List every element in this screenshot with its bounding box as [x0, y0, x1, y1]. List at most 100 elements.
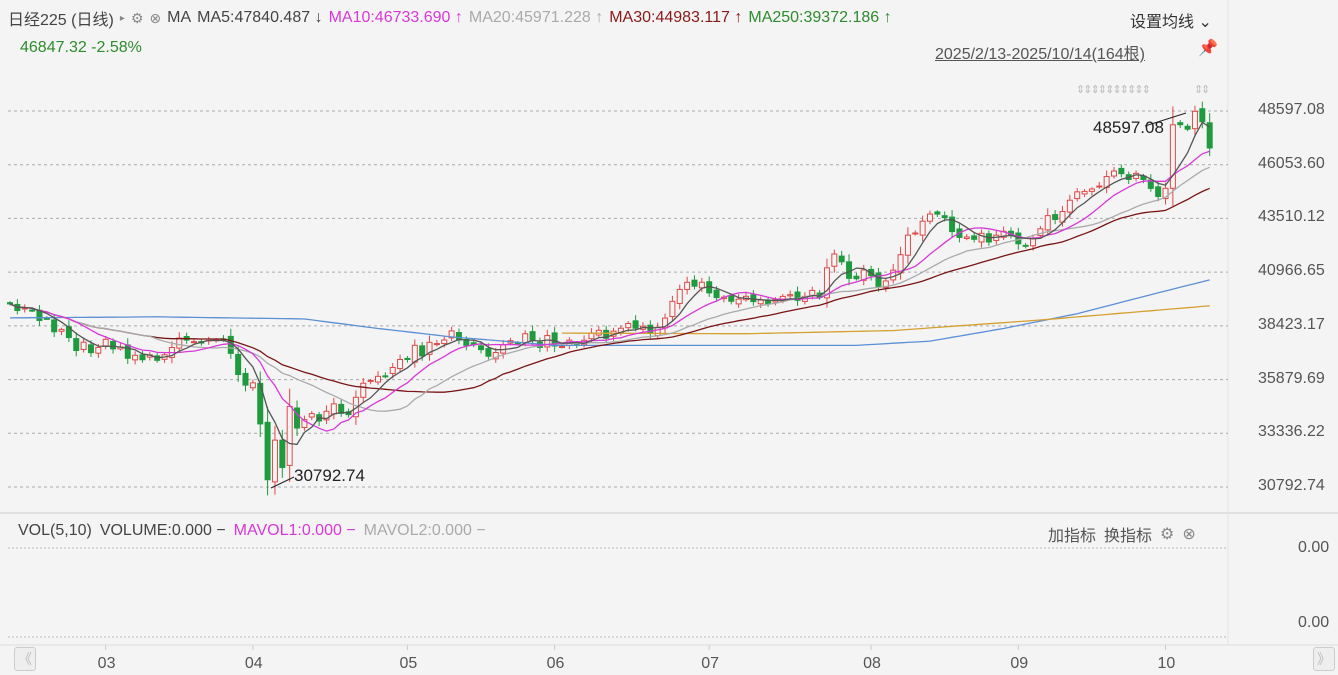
price-axis-label: 35879.69: [1258, 369, 1325, 387]
candle-up: [912, 232, 919, 235]
candle-up: [1088, 188, 1095, 192]
candle-down: [1015, 232, 1022, 245]
candle-up: [323, 410, 330, 421]
close-icon[interactable]: ⊗: [1182, 526, 1196, 543]
candle-down: [875, 272, 882, 287]
price-axis-label: 43510.12: [1258, 208, 1325, 226]
vol-axis-label: 0.00: [1298, 614, 1330, 631]
candle-up: [735, 298, 742, 305]
ma30-line: [9, 187, 1210, 393]
month-label: 08: [863, 655, 881, 672]
candle-up: [1162, 187, 1169, 200]
candle-down: [7, 302, 13, 305]
gear-icon[interactable]: ⚙: [130, 9, 144, 26]
low-price-label: 30792.74: [294, 466, 365, 485]
candle-up: [397, 358, 404, 370]
candle-up: [654, 326, 661, 337]
event-marker-icon: ⇕: [1142, 84, 1151, 96]
candle-up: [301, 419, 308, 429]
switch-indicator-button[interactable]: 换指标: [1104, 528, 1153, 545]
candle-down: [294, 407, 301, 429]
candle-up: [809, 289, 816, 296]
vol-label: VOL(5,10): [18, 522, 92, 539]
event-marker-icon: ⇕: [1134, 84, 1143, 96]
candle-up: [669, 300, 676, 318]
event-marker-icon: ⇕: [1113, 84, 1122, 96]
candle-down: [404, 357, 411, 361]
month-label: 05: [399, 655, 418, 672]
month-label: 06: [546, 655, 565, 672]
scroll-right-button[interactable]: 》: [1313, 647, 1335, 671]
candle-up: [1037, 228, 1044, 236]
close-icon[interactable]: ⊗: [149, 9, 162, 26]
candle-down: [846, 261, 853, 279]
price-axis-label: 33336.22: [1258, 423, 1325, 441]
month-label: 07: [701, 655, 719, 672]
candle-up: [191, 341, 197, 344]
candle-up: [308, 413, 315, 418]
candle-up: [1191, 110, 1198, 130]
candle-up: [559, 345, 565, 348]
candle-up: [433, 343, 440, 346]
candle-up: [132, 354, 139, 361]
candle-up: [978, 232, 985, 243]
candle-up: [625, 322, 632, 329]
candle-down: [382, 375, 389, 378]
candle-up: [1169, 124, 1176, 189]
candle-down: [279, 439, 286, 469]
candle-up: [1081, 190, 1088, 195]
candle-down: [1206, 122, 1213, 149]
candle-up: [963, 236, 970, 239]
candle-up: [927, 213, 933, 222]
ma30-value: MA30:44983.117 ↑: [609, 9, 743, 26]
candle-up: [823, 267, 830, 299]
vol-axis-label: 0.00: [1298, 539, 1330, 556]
candle-down: [124, 344, 131, 359]
price-axis-label: 46053.60: [1258, 154, 1325, 172]
candle-down: [603, 329, 610, 339]
blue-ma-line: [9, 279, 1210, 347]
add-indicator-button[interactable]: 加指标: [1048, 528, 1097, 545]
candle-up: [249, 382, 256, 389]
candle-down: [338, 403, 345, 414]
pin-icon[interactable]: 📌: [1198, 40, 1218, 57]
candle-down: [235, 353, 242, 375]
candle-up: [58, 328, 65, 332]
set-ma-dropdown[interactable]: 设置均线 ⌄: [1130, 14, 1212, 31]
candle-up: [389, 366, 396, 374]
candle-up: [271, 439, 278, 483]
month-label: 09: [1010, 655, 1029, 672]
candle-up: [448, 330, 455, 339]
candle-down: [691, 279, 698, 287]
triangle-right-icon[interactable]: ▸: [119, 12, 125, 24]
high-price-label: 48597.08: [1093, 118, 1164, 137]
candle-up: [360, 382, 367, 398]
candle-up: [102, 338, 109, 347]
candle-up: [1044, 215, 1051, 231]
candle-up: [80, 341, 87, 350]
candle-up: [919, 220, 926, 236]
candle-down: [485, 348, 492, 357]
candle-down: [73, 338, 80, 352]
candle-down: [794, 291, 801, 301]
indicator-header: 日经225 (日线) ▸ ⚙ ⊗ MA MA5:47840.487 ↓ MA10…: [8, 6, 892, 30]
candle-up: [684, 281, 691, 290]
candle-down: [478, 345, 485, 351]
candle-up: [1111, 170, 1117, 177]
date-range-link[interactable]: 2025/2/13-2025/10/14(164根): [935, 46, 1145, 63]
event-marker-icon: ⇕: [1194, 84, 1203, 96]
price-axis-label: 38423.17: [1258, 315, 1325, 333]
candle-down: [838, 255, 845, 263]
candle-down: [1199, 108, 1206, 123]
scroll-left-button[interactable]: 《: [14, 647, 36, 671]
candle-up: [904, 234, 911, 256]
candle-down: [713, 289, 720, 299]
event-marker-icon: ⇕: [1098, 84, 1107, 96]
event-marker-icon: ⇕: [1201, 84, 1210, 96]
candle-up: [676, 288, 683, 304]
gear-icon[interactable]: ⚙: [1160, 526, 1175, 543]
instrument-title[interactable]: 日经225 (日线): [8, 12, 114, 29]
candle-down: [1118, 167, 1125, 175]
candle-down: [264, 421, 271, 481]
